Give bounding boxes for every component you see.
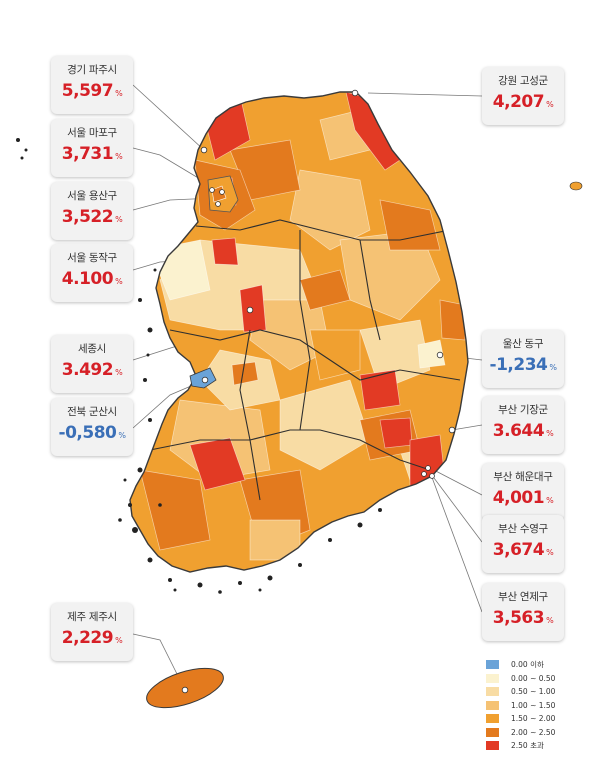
callout-name: 서울 동작구: [67, 252, 117, 264]
legend-swatch: [486, 727, 499, 737]
map-legend: 0.00 이하 0.00 ~ 0.50 0.50 ~ 1.00 1.00 ~ 1…: [486, 658, 576, 753]
legend-label: 0.50 ~ 1.00: [511, 687, 556, 696]
legend-label: 0.00 ~ 0.50: [511, 673, 556, 683]
callout-name: 전북 군산시: [67, 406, 117, 418]
legend-row: 1.00 ~ 1.50: [486, 699, 576, 712]
callout-jeju: 제주 제주시 2,229%: [51, 603, 133, 661]
callout-haeundae: 부산 해운대구 4,001%: [482, 463, 564, 521]
callout-value: 3.644%: [492, 421, 554, 441]
province-borders: [149, 219, 461, 501]
callout-mapo: 서울 마포구 3,731%: [51, 119, 133, 177]
islands: [16, 138, 382, 594]
location-markers: [181, 89, 456, 694]
callout-value: -1,234%: [489, 355, 557, 375]
callout-goseong: 강원 고성군 4,207%: [482, 67, 564, 125]
callout-value: 3.492%: [61, 360, 123, 380]
legend-label: 2.50 초과: [511, 741, 544, 750]
callout-value: 4.100%: [61, 269, 123, 289]
legend-label: 2.00 ~ 2.50: [511, 727, 556, 737]
legend-swatch: [486, 673, 499, 683]
callout-value: 3,522%: [61, 207, 123, 227]
callout-name: 서울 용산구: [67, 190, 117, 202]
legend-swatch: [486, 741, 499, 750]
callout-paju: 경기 파주시 5,597%: [51, 56, 133, 114]
callout-name: 부산 기장군: [498, 404, 548, 416]
callout-name: 강원 고성군: [498, 75, 548, 87]
callout-name: 서울 마포구: [67, 127, 117, 139]
legend-row: 0.50 ~ 1.00: [486, 685, 576, 698]
callout-name: 경기 파주시: [67, 64, 117, 76]
legend-swatch: [486, 700, 499, 710]
callout-value: 2,229%: [61, 628, 123, 648]
callout-yongsan: 서울 용산구 3,522%: [51, 182, 133, 240]
legend-label: 1.50 ~ 2.00: [511, 714, 556, 723]
legend-row: 0.00 ~ 0.50: [486, 672, 576, 685]
callout-sejong: 세종시 3.492%: [51, 335, 133, 393]
callout-value: 3,563%: [492, 608, 554, 628]
callout-value: -0,580%: [58, 423, 126, 443]
callout-value: 4,001%: [492, 488, 554, 508]
legend-swatch: [486, 687, 499, 696]
callout-suyeong: 부산 수영구 3,674%: [482, 515, 564, 573]
ulleungdo-island: [569, 181, 583, 191]
legend-swatch: [486, 660, 499, 669]
mainland-regions: [130, 92, 468, 572]
callout-dongjak: 서울 동작구 4.100%: [51, 244, 133, 302]
legend-label: 0.00 이하: [511, 660, 544, 669]
callout-value: 5,597%: [61, 81, 123, 101]
callout-yeonje: 부산 연제구 3,563%: [482, 583, 564, 641]
legend-row: 0.00 이하: [486, 658, 576, 671]
callout-name: 부산 해운대구: [493, 471, 553, 483]
callout-value: 3,731%: [61, 144, 123, 164]
callout-name: 울산 동구: [502, 338, 544, 350]
legend-row: 2.00 ~ 2.50: [486, 726, 576, 739]
callout-gunsan: 전북 군산시 -0,580%: [51, 398, 133, 456]
callout-value: 3,674%: [492, 540, 554, 560]
callout-ulsan-donggu: 울산 동구 -1,234%: [482, 330, 564, 388]
legend-swatch: [486, 714, 499, 723]
callout-gijang: 부산 기장군 3.644%: [482, 396, 564, 454]
legend-row: 1.50 ~ 2.00: [486, 712, 576, 725]
legend-row: 2.50 초과: [486, 739, 576, 752]
callout-name: 세종시: [77, 343, 107, 355]
mainland-outline: [129, 91, 469, 573]
legend-label: 1.00 ~ 1.50: [511, 700, 556, 710]
callout-name: 부산 수영구: [498, 523, 548, 535]
callout-value: 4,207%: [492, 92, 554, 112]
callout-name: 제주 제주시: [67, 611, 117, 623]
callout-name: 부산 연제구: [498, 591, 548, 603]
